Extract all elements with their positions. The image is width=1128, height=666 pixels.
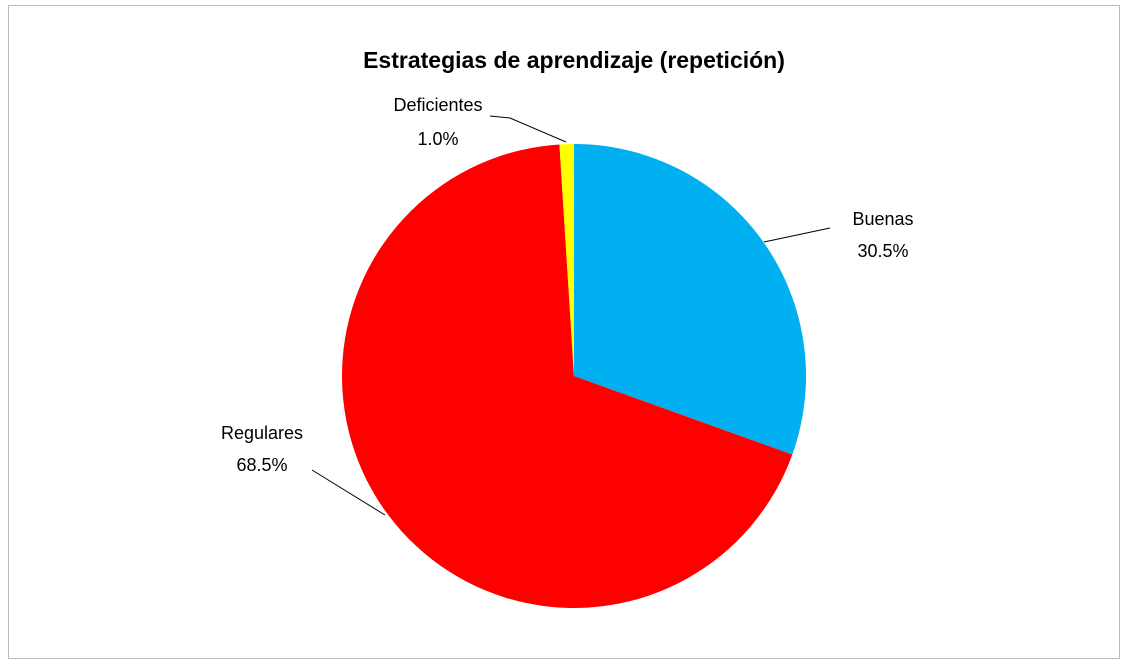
- pie-slice: [559, 144, 574, 376]
- leader-line: [763, 227, 831, 243]
- pie-slice: [342, 144, 793, 608]
- slice-label: Buenas: [852, 209, 913, 229]
- slice-value-label: 68.5%: [236, 455, 287, 475]
- leader-line: [311, 469, 386, 516]
- slice-value-label: 1.0%: [417, 129, 458, 149]
- leader-line: [489, 115, 567, 143]
- pie-slice: [574, 144, 806, 455]
- slice-value-label: 30.5%: [857, 241, 908, 261]
- slice-label: Regulares: [221, 423, 303, 443]
- chart-title: Estrategias de aprendizaje (repetición): [363, 47, 785, 73]
- slice-label: Deficientes: [393, 95, 482, 115]
